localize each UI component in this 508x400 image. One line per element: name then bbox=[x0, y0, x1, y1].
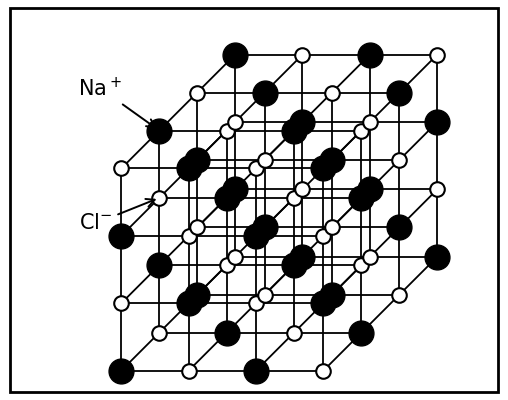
Point bbox=[290, 127, 298, 134]
Point bbox=[320, 300, 328, 306]
Point bbox=[231, 254, 239, 260]
Point bbox=[155, 127, 163, 134]
Point bbox=[185, 232, 193, 239]
Point bbox=[193, 224, 201, 230]
Point bbox=[252, 165, 260, 172]
Point bbox=[223, 127, 231, 134]
Point bbox=[320, 165, 328, 172]
Point bbox=[252, 367, 260, 374]
Point bbox=[357, 195, 365, 201]
Point bbox=[357, 127, 365, 134]
Point bbox=[117, 367, 125, 374]
Point bbox=[117, 165, 125, 172]
Point bbox=[298, 186, 306, 193]
Point bbox=[366, 119, 374, 125]
Point bbox=[261, 157, 269, 163]
Point bbox=[117, 300, 125, 306]
Point bbox=[328, 224, 336, 230]
Point bbox=[366, 52, 374, 58]
Point bbox=[185, 165, 193, 172]
Point bbox=[193, 157, 201, 163]
Point bbox=[290, 262, 298, 268]
Point bbox=[433, 186, 441, 193]
Point bbox=[223, 195, 231, 201]
Point bbox=[261, 224, 269, 230]
Point bbox=[433, 254, 441, 260]
Point bbox=[185, 367, 193, 374]
Point bbox=[328, 90, 336, 96]
Point bbox=[117, 232, 125, 239]
Point bbox=[290, 195, 298, 201]
Point bbox=[298, 52, 306, 58]
Point bbox=[395, 90, 403, 96]
Point bbox=[395, 157, 403, 163]
Point bbox=[357, 262, 365, 268]
Point bbox=[395, 292, 403, 298]
Point bbox=[395, 224, 403, 230]
Text: Cl$^{-}$: Cl$^{-}$ bbox=[79, 199, 154, 233]
Point bbox=[185, 300, 193, 306]
Point bbox=[231, 186, 239, 193]
Point bbox=[231, 119, 239, 125]
Point bbox=[223, 262, 231, 268]
Point bbox=[252, 300, 260, 306]
Point bbox=[193, 292, 201, 298]
Point bbox=[252, 232, 260, 239]
Point bbox=[320, 367, 328, 374]
Point bbox=[328, 292, 336, 298]
Point bbox=[366, 186, 374, 193]
Point bbox=[231, 52, 239, 58]
Point bbox=[328, 157, 336, 163]
Point bbox=[155, 195, 163, 201]
Point bbox=[357, 330, 365, 336]
Point bbox=[290, 330, 298, 336]
Point bbox=[366, 254, 374, 260]
Point bbox=[261, 292, 269, 298]
Point bbox=[320, 232, 328, 239]
Text: Na$^+$: Na$^+$ bbox=[78, 77, 155, 128]
Point bbox=[298, 254, 306, 260]
Point bbox=[433, 52, 441, 58]
Point bbox=[298, 119, 306, 125]
Point bbox=[155, 330, 163, 336]
Point bbox=[155, 262, 163, 268]
Point bbox=[261, 90, 269, 96]
Point bbox=[223, 330, 231, 336]
Point bbox=[193, 90, 201, 96]
Point bbox=[433, 119, 441, 125]
